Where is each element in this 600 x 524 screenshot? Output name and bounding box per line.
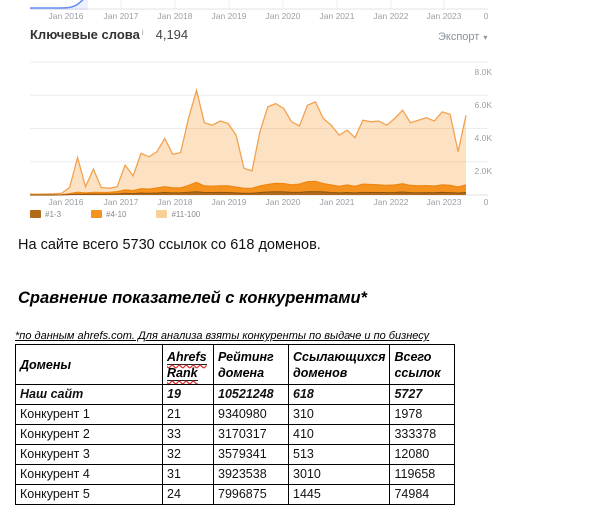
document-body: На сайте всего 5730 ссылок со 618 домено… bbox=[0, 218, 600, 505]
cell: 3010 bbox=[287, 464, 391, 485]
cell: 31 bbox=[162, 464, 214, 485]
x-axis-label: Jan 2023 bbox=[426, 197, 462, 207]
keywords-title: Ключевые слова bbox=[30, 27, 140, 42]
y-tick: 2.0K bbox=[474, 166, 493, 176]
legend-label: #11-100 bbox=[171, 209, 201, 219]
cell: 33 bbox=[162, 424, 214, 445]
mini-axis-label: Jan 2023 bbox=[426, 11, 462, 21]
legend-item-11-100[interactable]: #11-100 bbox=[156, 208, 200, 218]
cell: 618 bbox=[287, 384, 391, 405]
cell: Наш сайт bbox=[15, 384, 163, 405]
cell: Конкурент 1 bbox=[15, 404, 163, 425]
y-tick: 8.0K bbox=[474, 67, 493, 77]
mini-axis-label: Jan 2018 bbox=[157, 11, 193, 21]
mini-axis-label: Jan 2019 bbox=[211, 11, 247, 21]
cell: 5727 bbox=[389, 384, 456, 405]
keywords-panel-header: Ключевые слова i 4,194 bbox=[30, 27, 188, 42]
cell: 24 bbox=[162, 484, 214, 505]
cell: 21 bbox=[162, 404, 214, 425]
y-axis-zero: 0 bbox=[483, 197, 489, 207]
legend-swatch bbox=[156, 210, 168, 218]
table-row-competitor-4: Конкурент 4 31 3923538 3010 119658 bbox=[15, 464, 456, 485]
table-header-row: Домены Ahrefs Rank Рейтинг домена Ссылаю… bbox=[15, 344, 456, 385]
ahrefs-screenshot: Jan 2016 Jan 2017 Jan 2018 Jan 2019 Jan … bbox=[0, 0, 600, 218]
legend-item-1-3[interactable]: #1-3 bbox=[30, 208, 61, 218]
mini-axis-zero: 0 bbox=[483, 11, 489, 21]
table-row-competitor-1: Конкурент 1 21 9340980 310 1978 bbox=[15, 404, 456, 425]
cell: 3170317 bbox=[213, 424, 289, 445]
legend-label: #4-10 bbox=[106, 209, 127, 219]
cell: 3579341 bbox=[213, 444, 289, 465]
cell: 12080 bbox=[389, 444, 456, 465]
table-row-competitor-2: Конкурент 2 33 3170317 410 333378 bbox=[15, 424, 456, 445]
table-row-our-site: Наш сайт 19 10521248 618 5727 bbox=[15, 384, 456, 405]
cell: Конкурент 2 bbox=[15, 424, 163, 445]
legend-item-4-10[interactable]: #4-10 bbox=[91, 208, 126, 218]
cell: Конкурент 3 bbox=[15, 444, 163, 465]
cell: Конкурент 4 bbox=[15, 464, 163, 485]
cell: 9340980 bbox=[213, 404, 289, 425]
legend-swatch bbox=[91, 210, 103, 218]
cell: 19 bbox=[162, 384, 214, 405]
table-row-competitor-5: Конкурент 5 24 7996875 1445 74984 bbox=[15, 484, 456, 505]
info-icon[interactable]: i bbox=[141, 28, 144, 37]
cell: 410 bbox=[287, 424, 391, 445]
table-row-competitor-3: Конкурент 3 32 3579341 513 12080 bbox=[15, 444, 456, 465]
cell: 7996875 bbox=[213, 484, 289, 505]
cell: 1445 bbox=[287, 484, 391, 505]
mini-axis-label: Jan 2020 bbox=[265, 11, 301, 21]
x-axis-label: Jan 2017 bbox=[103, 197, 139, 207]
mini-axis-label: Jan 2022 bbox=[373, 11, 409, 21]
x-axis-label: Jan 2016 bbox=[48, 197, 84, 207]
x-axis-label: Jan 2022 bbox=[373, 197, 409, 207]
chart-legend: #1-3 #4-10 #11-100 bbox=[30, 208, 200, 218]
export-label: Экспорт bbox=[438, 31, 480, 43]
cell: 119658 bbox=[389, 464, 456, 485]
footnote: *по данным ahrefs.com. Для анализа взяты… bbox=[15, 330, 430, 342]
legend-label: #1-3 bbox=[45, 209, 62, 219]
col-header-ref-domains: Ссылающихся доменов bbox=[287, 344, 391, 385]
y-tick: 6.0K bbox=[474, 100, 493, 110]
keywords-count: 4,194 bbox=[155, 27, 189, 42]
x-axis-label: Jan 2019 bbox=[211, 197, 247, 207]
mini-axis-label: Jan 2016 bbox=[48, 11, 84, 21]
mini-axis-label: Jan 2021 bbox=[319, 11, 355, 21]
links-summary-paragraph: На сайте всего 5730 ссылок со 618 домено… bbox=[18, 237, 321, 253]
section-heading: Сравнение показателей с конкурентами* bbox=[18, 289, 367, 307]
col-header-ahrefs-rank: Ahrefs Rank bbox=[162, 344, 214, 385]
col-header-total-links: Всего ссылок bbox=[389, 344, 456, 385]
cell: 310 bbox=[287, 404, 391, 425]
cell: 333378 bbox=[389, 424, 456, 445]
col-header-domain-rating: Рейтинг домена bbox=[213, 344, 289, 385]
mini-axis-label: Jan 2017 bbox=[103, 11, 139, 21]
competitors-table: Домены Ahrefs Rank Рейтинг домена Ссылаю… bbox=[15, 344, 456, 505]
chevron-down-icon: ▾ bbox=[483, 32, 488, 42]
cell: 74984 bbox=[389, 484, 456, 505]
x-axis-label: Jan 2021 bbox=[319, 197, 355, 207]
x-axis-label: Jan 2018 bbox=[157, 197, 193, 207]
cell: Конкурент 5 bbox=[15, 484, 163, 505]
col-header-domains: Домены bbox=[15, 344, 163, 385]
legend-swatch bbox=[30, 210, 41, 218]
cell: 10521248 bbox=[213, 384, 289, 405]
x-axis-label: Jan 2020 bbox=[265, 197, 301, 207]
export-button[interactable]: Экспорт ▾ bbox=[438, 31, 487, 43]
previous-chart-sliver bbox=[30, 0, 488, 10]
cell: 513 bbox=[287, 444, 391, 465]
cell: 32 bbox=[162, 444, 214, 465]
cell: 1978 bbox=[389, 404, 456, 425]
y-tick: 4.0K bbox=[474, 133, 493, 143]
cell: 3923538 bbox=[213, 464, 289, 485]
keywords-area-chart bbox=[30, 61, 488, 196]
